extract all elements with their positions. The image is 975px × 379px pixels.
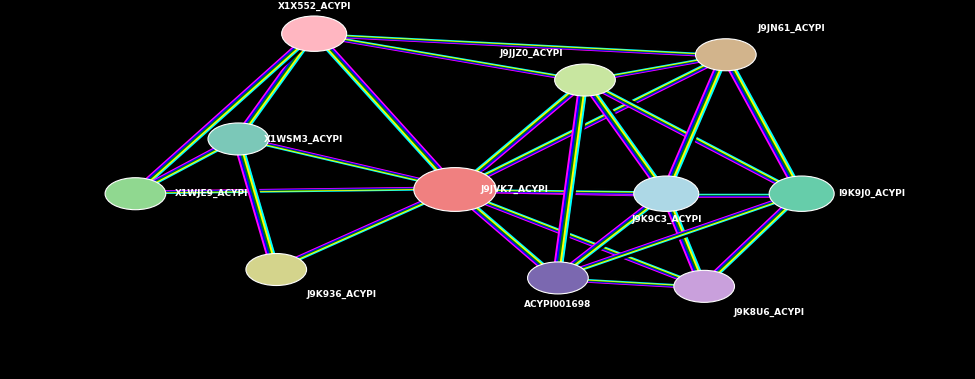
Text: J9K9C3_ACYPI: J9K9C3_ACYPI (631, 215, 701, 224)
Ellipse shape (105, 178, 166, 210)
Ellipse shape (634, 176, 699, 211)
Text: X1WSM3_ACYPI: X1WSM3_ACYPI (263, 135, 343, 144)
Ellipse shape (413, 168, 496, 211)
Text: J9JVK7_ACYPI: J9JVK7_ACYPI (481, 185, 549, 194)
Ellipse shape (208, 123, 269, 155)
Ellipse shape (695, 39, 757, 71)
Ellipse shape (555, 64, 615, 96)
Text: J9JJZ0_ACYPI: J9JJZ0_ACYPI (499, 49, 563, 58)
Ellipse shape (527, 262, 588, 294)
Ellipse shape (769, 176, 835, 211)
Ellipse shape (246, 254, 306, 285)
Text: I9K9J0_ACYPI: I9K9J0_ACYPI (838, 189, 906, 198)
Text: J9JN61_ACYPI: J9JN61_ACYPI (757, 24, 825, 33)
Text: J9K8U6_ACYPI: J9K8U6_ACYPI (733, 308, 804, 317)
Text: J9K936_ACYPI: J9K936_ACYPI (306, 290, 376, 299)
Ellipse shape (282, 16, 347, 52)
Text: X1X552_ACYPI: X1X552_ACYPI (278, 2, 351, 11)
Text: X1WJE9_ACYPI: X1WJE9_ACYPI (175, 189, 248, 198)
Ellipse shape (674, 270, 734, 302)
Text: ACYPI001698: ACYPI001698 (525, 299, 592, 309)
